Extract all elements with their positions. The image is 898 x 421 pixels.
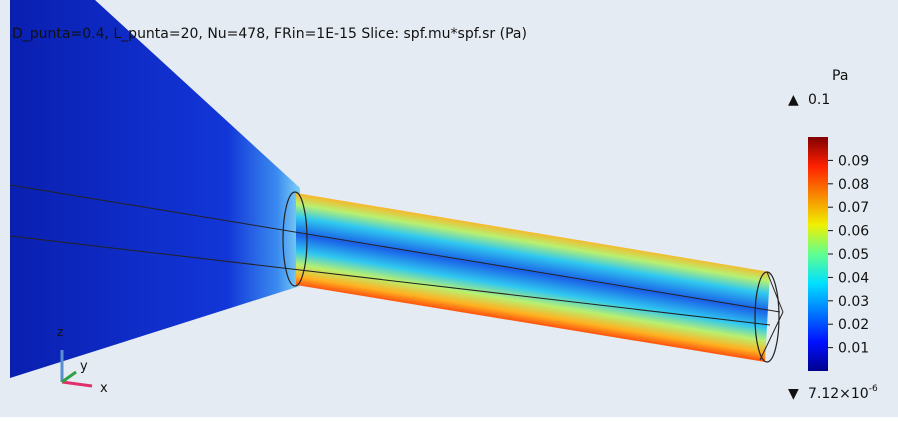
- colorbar-tick-label: 0.07: [838, 200, 869, 216]
- colorbar-tick-label: 0.02: [838, 317, 869, 333]
- colorbar-tick-label: 0.01: [838, 341, 869, 357]
- x-label: x: [100, 381, 108, 396]
- max-marker: ▲: [788, 92, 799, 108]
- colorbar-tick-label: 0.09: [838, 153, 869, 169]
- colorbar-tick-label: 0.04: [838, 270, 869, 286]
- min-mantissa: 7.12×10: [808, 386, 869, 402]
- colorbar-unit: Pa: [832, 68, 848, 84]
- min-marker: ▼: [788, 386, 799, 402]
- colorbar-min: 7.12×10-6: [808, 384, 878, 402]
- title: D_punta=0.4, L_punta=20, Nu=478, FRin=1E…: [12, 26, 527, 42]
- plot: D_punta=0.4, L_punta=20, Nu=478, FRin=1E…: [0, 0, 898, 417]
- colorbar-tick-label: 0.08: [838, 177, 869, 193]
- colorbar-tick-label: 0.05: [838, 247, 869, 263]
- colorbar-tick-label: 0.06: [838, 224, 869, 240]
- min-exponent: -6: [869, 384, 878, 394]
- page: D_punta=0.4, L_punta=20, Nu=478, FRin=1E…: [0, 0, 898, 421]
- colorbar: [808, 137, 828, 371]
- z-label: z: [57, 325, 63, 339]
- y-label: y: [80, 359, 88, 374]
- colorbar-tick-label: 0.03: [838, 294, 869, 310]
- colorbar-max: 0.1: [808, 92, 830, 108]
